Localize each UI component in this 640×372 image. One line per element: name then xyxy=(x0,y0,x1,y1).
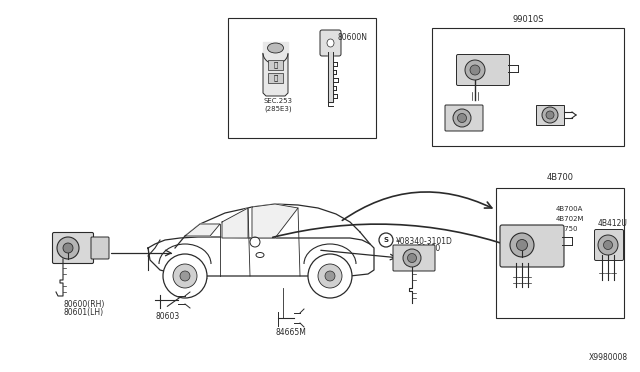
Circle shape xyxy=(63,243,73,253)
Circle shape xyxy=(465,60,485,80)
Circle shape xyxy=(173,264,197,288)
Text: S: S xyxy=(383,237,388,243)
Text: 80600N: 80600N xyxy=(338,33,368,42)
Circle shape xyxy=(163,254,207,298)
Circle shape xyxy=(458,113,467,122)
FancyBboxPatch shape xyxy=(456,55,509,86)
Text: 80601(LH): 80601(LH) xyxy=(63,308,103,317)
Text: 4B700: 4B700 xyxy=(547,173,573,182)
Circle shape xyxy=(542,107,558,123)
Circle shape xyxy=(379,233,393,247)
Circle shape xyxy=(325,271,335,281)
Circle shape xyxy=(453,109,471,127)
Circle shape xyxy=(598,235,618,255)
Text: 84460: 84460 xyxy=(417,244,441,253)
Circle shape xyxy=(318,264,342,288)
Bar xyxy=(228,18,376,138)
Text: 4B702M: 4B702M xyxy=(556,216,584,222)
Polygon shape xyxy=(222,208,248,238)
Text: 80603: 80603 xyxy=(155,312,179,321)
Bar xyxy=(268,60,283,70)
Ellipse shape xyxy=(327,39,334,47)
Text: 99010S: 99010S xyxy=(512,15,544,24)
Text: 4B750: 4B750 xyxy=(556,226,579,232)
Circle shape xyxy=(516,240,527,250)
Ellipse shape xyxy=(268,43,284,53)
Circle shape xyxy=(403,249,421,267)
FancyBboxPatch shape xyxy=(320,30,341,56)
Circle shape xyxy=(180,271,190,281)
FancyBboxPatch shape xyxy=(500,225,564,267)
Bar xyxy=(268,73,283,83)
FancyBboxPatch shape xyxy=(445,105,483,131)
Circle shape xyxy=(308,254,352,298)
Circle shape xyxy=(470,65,480,75)
Text: 84665M: 84665M xyxy=(276,328,307,337)
Circle shape xyxy=(408,253,417,263)
Text: (2): (2) xyxy=(396,246,407,255)
Text: SEC.253
(285E3): SEC.253 (285E3) xyxy=(264,98,293,112)
Text: 80600(RH): 80600(RH) xyxy=(63,300,104,309)
FancyBboxPatch shape xyxy=(393,245,435,271)
Circle shape xyxy=(546,111,554,119)
Text: 🔒: 🔒 xyxy=(273,62,278,68)
Bar xyxy=(432,28,624,146)
Polygon shape xyxy=(328,52,333,102)
Text: 4B700A: 4B700A xyxy=(556,206,584,212)
Circle shape xyxy=(510,233,534,257)
Polygon shape xyxy=(148,237,374,276)
Circle shape xyxy=(57,237,79,259)
Bar xyxy=(496,188,624,318)
Text: X9980008: X9980008 xyxy=(589,353,628,362)
Polygon shape xyxy=(252,204,298,238)
Circle shape xyxy=(250,237,260,247)
Circle shape xyxy=(604,241,612,250)
FancyBboxPatch shape xyxy=(595,230,623,260)
Text: 4B412U: 4B412U xyxy=(598,219,628,228)
Ellipse shape xyxy=(256,253,264,257)
Polygon shape xyxy=(185,224,220,236)
FancyBboxPatch shape xyxy=(91,237,109,259)
Text: ¥08340-3101D: ¥08340-3101D xyxy=(396,237,453,246)
Text: 🔓: 🔓 xyxy=(273,75,278,81)
FancyBboxPatch shape xyxy=(52,232,93,263)
Polygon shape xyxy=(263,53,288,96)
Bar xyxy=(536,105,564,125)
